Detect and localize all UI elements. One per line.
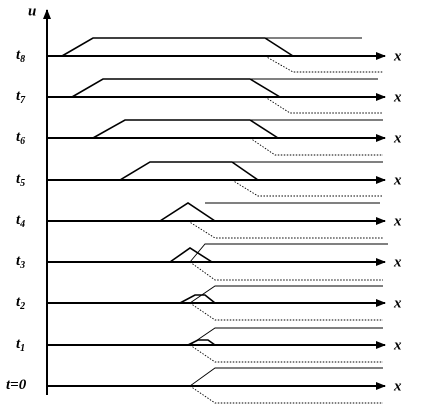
time-symbol: t (16, 47, 21, 63)
time-index: 1 (20, 343, 25, 354)
time-symbol: t (16, 253, 21, 269)
lower-branch (231, 179, 383, 197)
time-index: 2 (19, 301, 25, 312)
lower-branch (189, 302, 383, 321)
time-index: 3 (19, 260, 25, 271)
x-label: x (393, 130, 402, 146)
time-label: t8 (16, 47, 25, 65)
lower-branch (264, 55, 383, 73)
time-label: t6 (16, 129, 25, 147)
time-label: t4 (16, 212, 25, 230)
lower-branch (187, 220, 383, 239)
lower-branch (189, 261, 383, 281)
profile (169, 247, 213, 263)
time-label: t2 (16, 294, 25, 312)
u-label: u (28, 3, 36, 19)
time-index: 7 (20, 95, 26, 106)
profile (179, 294, 216, 304)
profile (92, 119, 279, 139)
time-label: t1 (16, 336, 25, 354)
x-label: x (393, 89, 402, 105)
time-index: 5 (20, 178, 25, 189)
x-label: x (393, 378, 402, 394)
profile (119, 161, 259, 181)
profile (71, 78, 281, 98)
time-symbol: t (16, 294, 21, 310)
time-symbol: t=0 (6, 377, 27, 393)
profile (159, 202, 216, 222)
x-label: x (393, 254, 402, 270)
time-symbol: t (16, 171, 21, 187)
time-symbol: t (16, 88, 21, 104)
upper-branch (189, 367, 383, 387)
x-label: x (393, 337, 402, 353)
time-label: t7 (16, 88, 26, 106)
upper-branch (189, 243, 388, 263)
upper-branch (189, 327, 383, 346)
lower-branch (249, 137, 383, 156)
lower-branch (264, 96, 383, 114)
time-index: 8 (20, 54, 25, 65)
time-label: t5 (16, 171, 25, 189)
lower-branch (189, 385, 383, 404)
x-label: x (393, 172, 402, 188)
time-label: t=0 (6, 377, 27, 393)
time-index: 4 (19, 219, 25, 230)
x-label: x (393, 48, 402, 64)
lower-branch (189, 344, 383, 363)
time-symbol: t (16, 212, 21, 228)
time-index: 6 (20, 136, 25, 147)
x-label: x (393, 213, 402, 229)
time-symbol: t (16, 129, 21, 145)
time-symbol: t (16, 336, 21, 352)
time-label: t3 (16, 253, 25, 271)
profile (61, 37, 294, 57)
upper-branch (189, 285, 383, 304)
x-label: x (393, 295, 402, 311)
